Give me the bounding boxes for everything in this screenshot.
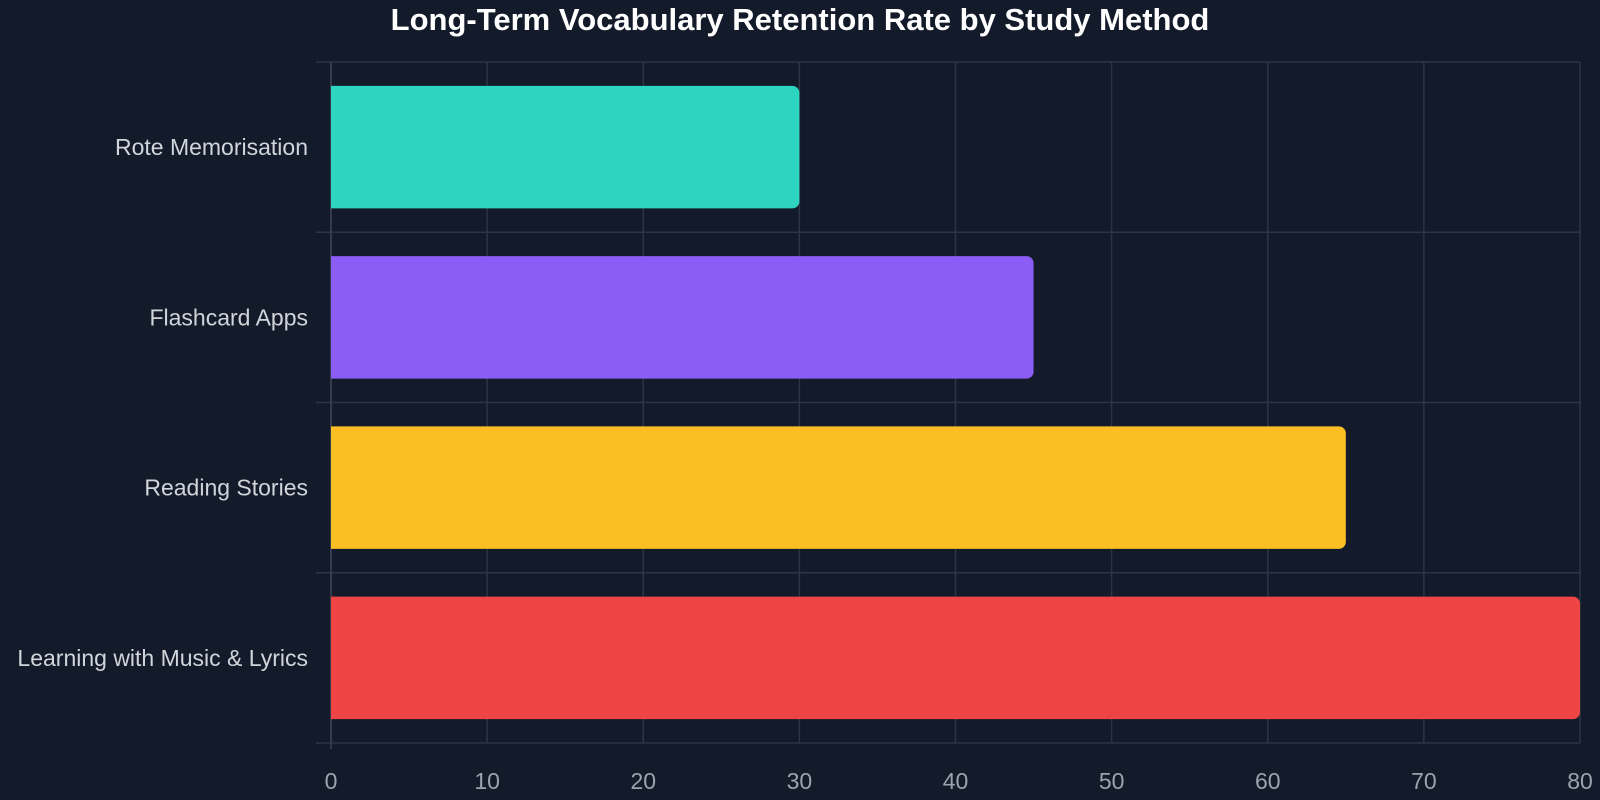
x-tick-label: 0 xyxy=(325,768,338,794)
x-tick-label: 60 xyxy=(1255,768,1281,794)
bar-rote-memorisation xyxy=(331,85,800,209)
x-tick-label: 20 xyxy=(630,768,656,794)
chart-title: Long-Term Vocabulary Retention Rate by S… xyxy=(390,2,1210,37)
bar-flashcard-apps xyxy=(331,256,1034,379)
category-label: Reading Stories xyxy=(144,475,308,501)
bar-learning-with-music-lyrics xyxy=(331,596,1580,720)
category-label: Flashcard Apps xyxy=(149,304,308,330)
x-tick-label: 70 xyxy=(1411,768,1437,794)
bar-reading-stories xyxy=(331,426,1346,549)
bars xyxy=(331,85,1580,720)
category-labels: Rote Memorisation Flashcard Apps Reading S… xyxy=(17,134,308,671)
x-tick-label: 40 xyxy=(943,768,969,794)
category-label: Rote Memorisation xyxy=(115,134,308,160)
x-axis-ticks: 0 10 20 30 40 50 60 70 80 xyxy=(325,768,1593,794)
x-tick-label: 10 xyxy=(474,768,500,794)
category-label: Learning with Music & Lyrics xyxy=(17,645,308,671)
x-tick-label: 30 xyxy=(787,768,813,794)
x-tick-label: 80 xyxy=(1567,768,1593,794)
x-tick-label: 50 xyxy=(1099,768,1125,794)
